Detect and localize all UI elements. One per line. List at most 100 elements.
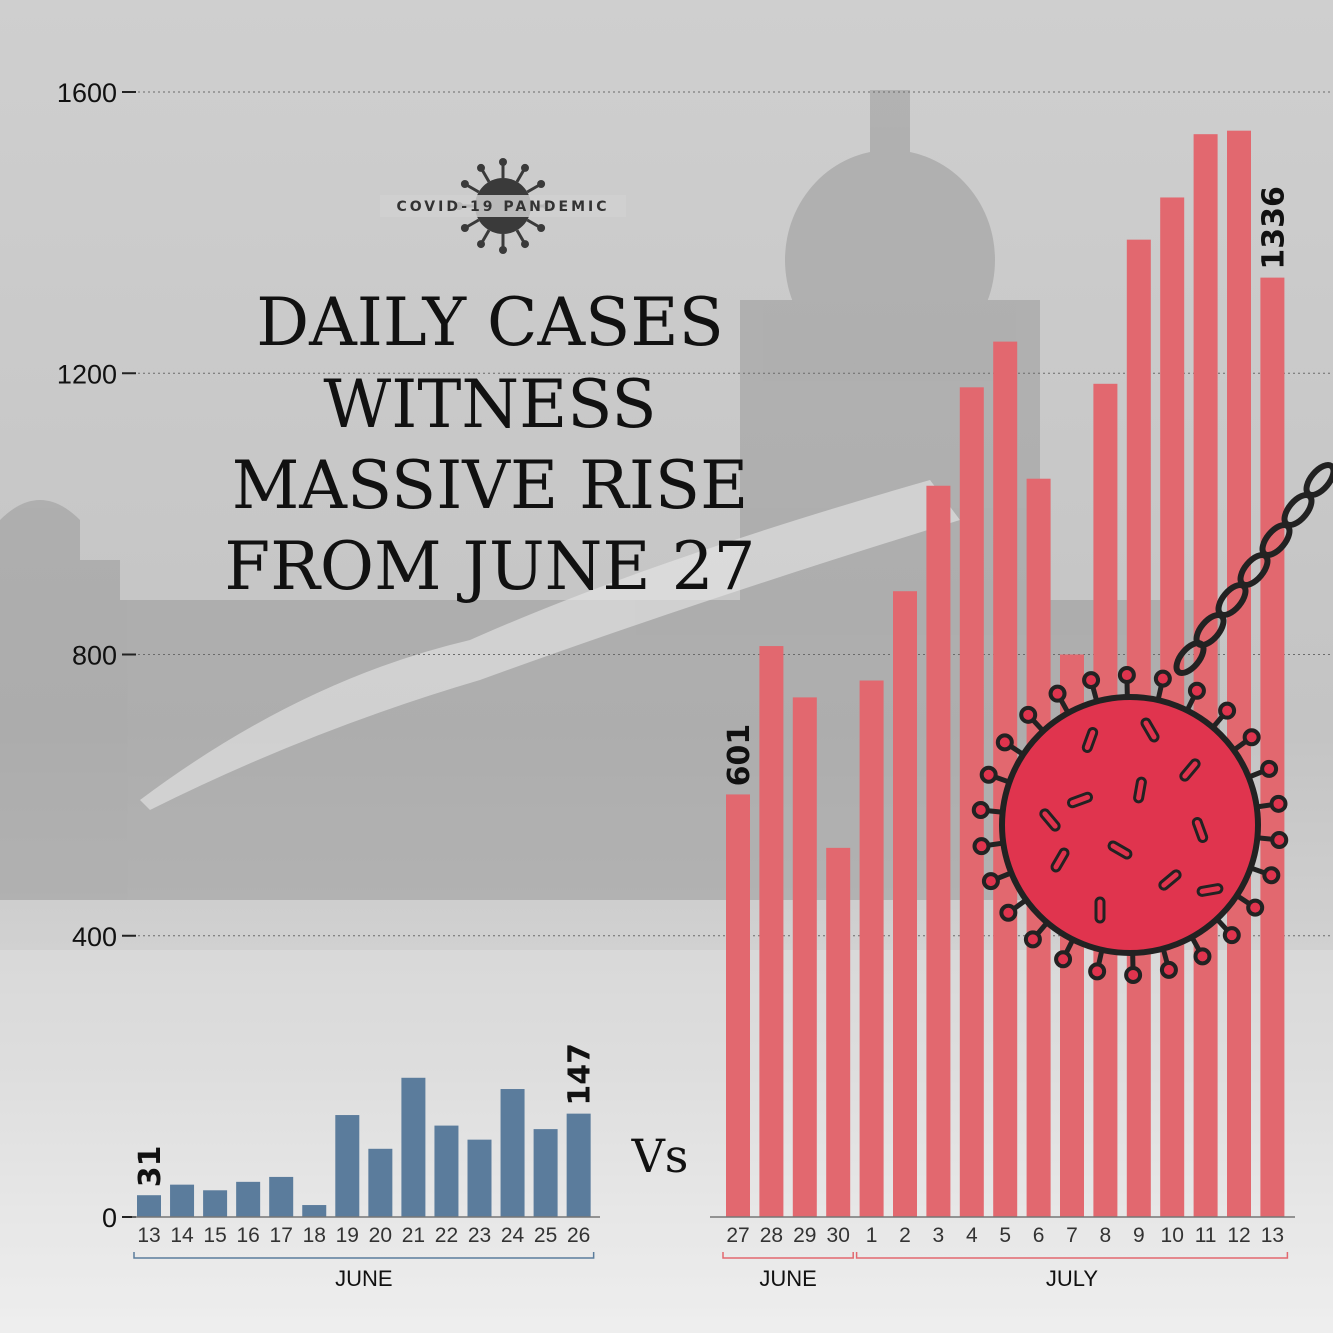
- bar-before-21: [401, 1077, 426, 1217]
- virus-spike-tip: [1246, 898, 1265, 917]
- title-line-1: DAILY CASES: [256, 284, 724, 361]
- x-tick-label: 23: [468, 1224, 491, 1247]
- virus-icon-spike: [480, 168, 491, 183]
- data-label-after: 1336: [1256, 186, 1291, 270]
- y-tick-label: 1600: [57, 78, 117, 108]
- virus-spike-tip: [1023, 930, 1042, 949]
- virus-spike-tip: [1153, 669, 1172, 688]
- month-label: JUNE: [759, 1266, 816, 1291]
- x-tick-label: 25: [534, 1224, 557, 1247]
- bar-before-15: [203, 1190, 228, 1217]
- x-tick-label: 13: [137, 1224, 160, 1247]
- virus-spike-tip: [1159, 960, 1178, 979]
- bar-before-26: [566, 1113, 591, 1217]
- virus-spike-tip: [1269, 794, 1288, 813]
- virus-spike-tip: [1218, 701, 1237, 720]
- x-tick-label: 24: [501, 1224, 525, 1247]
- virus-spike-tip: [972, 837, 991, 856]
- virus-spike-tip: [1187, 681, 1206, 700]
- virus-icon-tip: [477, 163, 485, 172]
- virus-spike-tip: [979, 765, 998, 784]
- virus-icon-tip: [460, 224, 469, 232]
- x-tick-label: 16: [236, 1224, 259, 1247]
- virus-icon-tip: [499, 158, 507, 166]
- vs-label: Vs: [631, 1129, 689, 1183]
- virus-wrecking-ball: [971, 462, 1333, 984]
- water-spray: [140, 480, 960, 810]
- data-label-before: 147: [563, 1043, 598, 1106]
- virus-spike-tip: [1124, 965, 1143, 984]
- x-tick-label: 2: [899, 1224, 911, 1247]
- data-label-after: 601: [722, 724, 757, 787]
- y-tick-label: 400: [72, 922, 117, 952]
- x-tick-label: 15: [203, 1224, 226, 1247]
- pandemic-badge: COVID-19 PANDEMIC: [380, 158, 626, 254]
- virus-mark: [1094, 896, 1106, 924]
- bar-after-2: [893, 591, 917, 1217]
- month-bracket: [722, 1252, 854, 1259]
- virus-icon-spike: [526, 218, 541, 229]
- month-label: JULY: [1046, 1266, 1098, 1291]
- virus-spike-tip: [1270, 830, 1289, 849]
- virus-mark: [1133, 776, 1147, 804]
- page-title: DAILY CASES WITNESS MASSIVE RISE FROM JU…: [224, 284, 755, 605]
- bar-before-17: [269, 1176, 294, 1217]
- virus-spike-tip: [1019, 705, 1038, 724]
- virus-icon-tip: [460, 180, 469, 188]
- x-tick-label: 26: [567, 1224, 590, 1247]
- virus-mark: [1191, 816, 1209, 844]
- x-tick-label: 5: [999, 1224, 1011, 1247]
- virus-mark: [1179, 758, 1201, 782]
- bar-after-28: [759, 646, 784, 1217]
- virus-icon: [999, 694, 1261, 956]
- x-tick-label: 21: [402, 1224, 425, 1247]
- bar-before-16: [236, 1181, 261, 1217]
- title-line-2: WITNESS: [323, 366, 656, 443]
- bar-before-14: [170, 1184, 195, 1217]
- virus-icon-spike: [526, 183, 541, 194]
- virus-spike-tip: [1193, 947, 1212, 966]
- virus-spike-tip: [1117, 666, 1136, 685]
- virus-icon-tip: [499, 246, 507, 254]
- virus-spike-tip: [999, 903, 1018, 922]
- bar-after-13: [1260, 277, 1285, 1217]
- data-label-before: 31: [133, 1145, 168, 1187]
- virus-icon-spike: [515, 168, 526, 183]
- x-tick-label: 14: [170, 1224, 194, 1247]
- virus-spike-tip: [1048, 684, 1067, 703]
- virus-icon-spike: [480, 229, 491, 244]
- virus-spike-tip: [1054, 950, 1073, 969]
- x-tick-label: 22: [435, 1224, 458, 1247]
- virus-spikes: [971, 666, 1289, 984]
- virus-surface-marks: [1039, 717, 1224, 924]
- virus-spike-tip: [1262, 866, 1281, 885]
- chain-icon: [1173, 462, 1333, 676]
- bar-after-29: [792, 697, 817, 1217]
- x-tick-label: 8: [1100, 1224, 1112, 1247]
- x-tick-label: 11: [1195, 1224, 1217, 1247]
- x-tick-label: 13: [1261, 1224, 1284, 1247]
- x-tick-label: 6: [1033, 1224, 1045, 1247]
- before-panel: 13 14 15 16 17 18 19 20 21 22 23 24 25 26 31 147 JUNE: [132, 1043, 600, 1291]
- x-tick-label: 4: [966, 1224, 978, 1247]
- x-tick-label: 1: [866, 1224, 878, 1247]
- virus-mark: [1158, 869, 1182, 891]
- virus-spike-tip: [971, 801, 990, 820]
- virus-icon-tip: [521, 163, 529, 172]
- virus-spike-tip: [1082, 671, 1101, 690]
- x-tick-label: 29: [793, 1224, 816, 1247]
- virus-icon-tip: [537, 180, 546, 188]
- x-tick-label: 27: [726, 1224, 749, 1247]
- x-tick-label: 3: [933, 1224, 945, 1247]
- bar-after-12: [1227, 130, 1251, 1217]
- virus-icon-spike: [465, 218, 480, 229]
- bar-before-22: [434, 1125, 459, 1217]
- y-tick-label: 0: [102, 1203, 117, 1233]
- virus-spike-tip: [1260, 759, 1279, 778]
- x-tick-label: 18: [303, 1224, 326, 1247]
- bar-after-3: [926, 485, 951, 1217]
- x-tick-label: 10: [1161, 1224, 1184, 1247]
- x-tick-label: 9: [1133, 1224, 1145, 1247]
- x-tick-label: 12: [1227, 1224, 1250, 1247]
